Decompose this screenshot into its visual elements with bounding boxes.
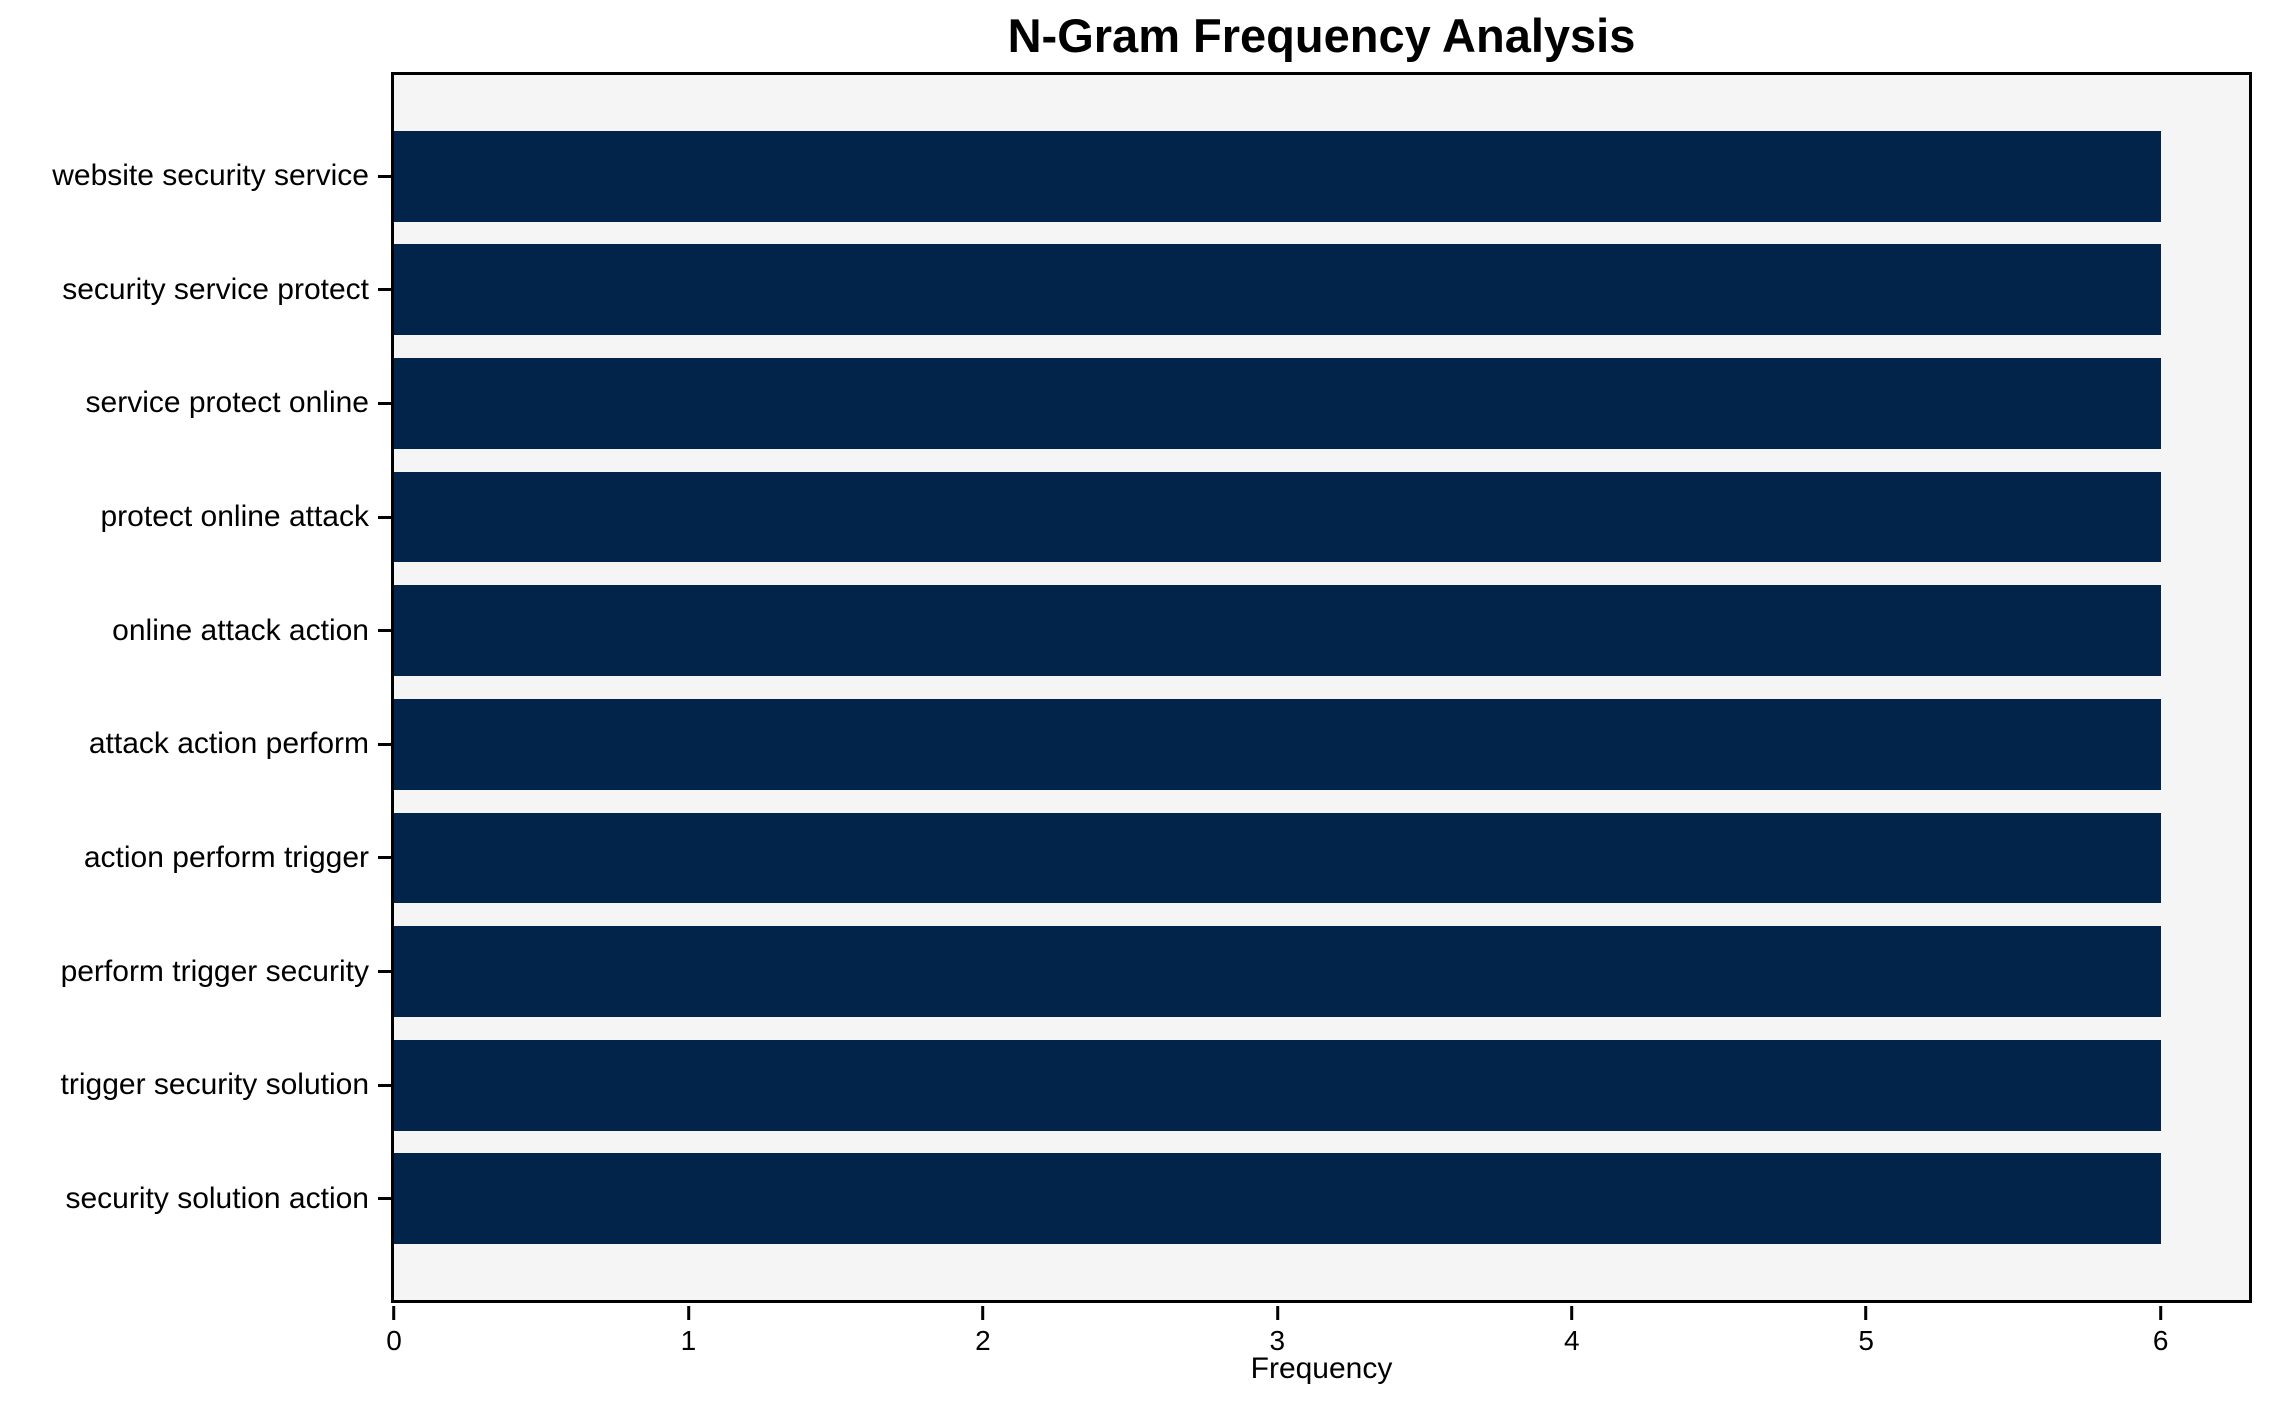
y-axis-label-row: perform trigger security <box>61 926 391 1017</box>
x-tick-label: 3 <box>1269 1325 1286 1356</box>
bar <box>394 471 2161 563</box>
x-tick-label: 0 <box>386 1325 402 1356</box>
x-tick-mark <box>2159 1306 2163 1320</box>
y-tick-mark <box>378 288 391 292</box>
x-tick-mark <box>392 1306 396 1320</box>
x-tick-label: 6 <box>2152 1325 2169 1356</box>
x-tick-mark <box>1864 1306 1868 1320</box>
chart-title: N-Gram Frequency Analysis <box>1007 9 1636 62</box>
bar <box>394 130 2161 222</box>
x-tick: 1 <box>680 1306 697 1357</box>
x-tick-mark <box>981 1306 985 1320</box>
y-axis-label-row: trigger security solution <box>61 1040 391 1131</box>
y-axis-label-row: security service protect <box>62 244 391 335</box>
x-tick-label: 4 <box>1564 1325 1580 1356</box>
y-axis-label-row: action perform trigger <box>84 813 391 904</box>
plot-area <box>391 72 2252 1303</box>
y-tick-mark <box>378 515 391 519</box>
y-axis-label: protect online attack <box>100 500 370 534</box>
x-tick: 5 <box>1858 1306 1874 1357</box>
y-axis-label: website security service <box>52 159 369 193</box>
y-axis-label: attack action perform <box>88 727 369 761</box>
x-tick-mark <box>1275 1306 1279 1320</box>
y-axis-label: perform trigger security <box>60 954 369 988</box>
x-tick: 2 <box>975 1306 991 1357</box>
bar <box>394 358 2161 449</box>
y-tick-mark <box>378 1197 391 1201</box>
bar <box>394 1039 2161 1131</box>
y-axis-label: trigger security solution <box>60 1068 369 1102</box>
y-axis: website security service security service… <box>0 72 391 1303</box>
x-tick-label: 1 <box>680 1325 697 1356</box>
x-tick-mark <box>686 1306 690 1320</box>
bar <box>394 244 2161 336</box>
y-tick-mark <box>378 401 391 405</box>
bar <box>394 698 2161 790</box>
x-axis: 0 1 2 3 4 5 6 <box>386 1306 2249 1366</box>
bar <box>394 1153 2161 1245</box>
x-tick: 3 <box>1269 1306 1286 1357</box>
y-tick-mark <box>378 629 391 633</box>
y-tick-mark <box>378 742 391 746</box>
bar <box>394 926 2161 1017</box>
y-axis-label: online attack action <box>112 613 369 647</box>
x-tick: 4 <box>1564 1306 1580 1357</box>
y-axis-label-row: website security service <box>52 131 391 222</box>
y-axis-label: service protect online <box>85 386 369 420</box>
x-tick-mark <box>1570 1306 1574 1320</box>
x-axis-label: Frequency <box>1250 1352 1393 1385</box>
y-axis-label: security solution action <box>65 1181 370 1215</box>
x-tick-label: 2 <box>975 1325 991 1356</box>
y-axis-label-row: service protect online <box>86 358 391 449</box>
y-axis-label-row: attack action perform <box>89 699 391 790</box>
y-tick-mark <box>378 856 391 860</box>
x-tick-label: 5 <box>1858 1325 1874 1356</box>
y-axis-label: action perform trigger <box>83 840 369 874</box>
y-axis-label-row: protect online attack <box>100 472 391 563</box>
bar <box>394 585 2161 677</box>
y-axis-label-row: online attack action <box>112 585 391 676</box>
y-tick-mark <box>378 174 391 178</box>
y-axis-label: security service protect <box>62 272 369 306</box>
bar <box>394 812 2161 904</box>
x-tick: 6 <box>2152 1306 2169 1357</box>
x-tick: 0 <box>386 1306 402 1357</box>
y-tick-mark <box>378 1083 391 1087</box>
y-tick-mark <box>378 970 391 974</box>
y-axis-label-row: security solution action <box>65 1153 391 1244</box>
